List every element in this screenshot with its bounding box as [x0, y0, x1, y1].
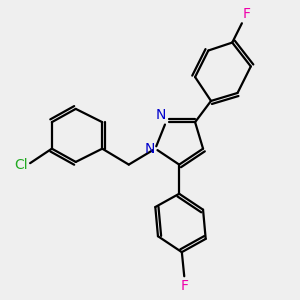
- Text: Cl: Cl: [14, 158, 28, 172]
- Text: F: F: [181, 279, 188, 293]
- Text: N: N: [145, 142, 155, 156]
- Text: F: F: [243, 7, 251, 21]
- Text: N: N: [155, 108, 166, 122]
